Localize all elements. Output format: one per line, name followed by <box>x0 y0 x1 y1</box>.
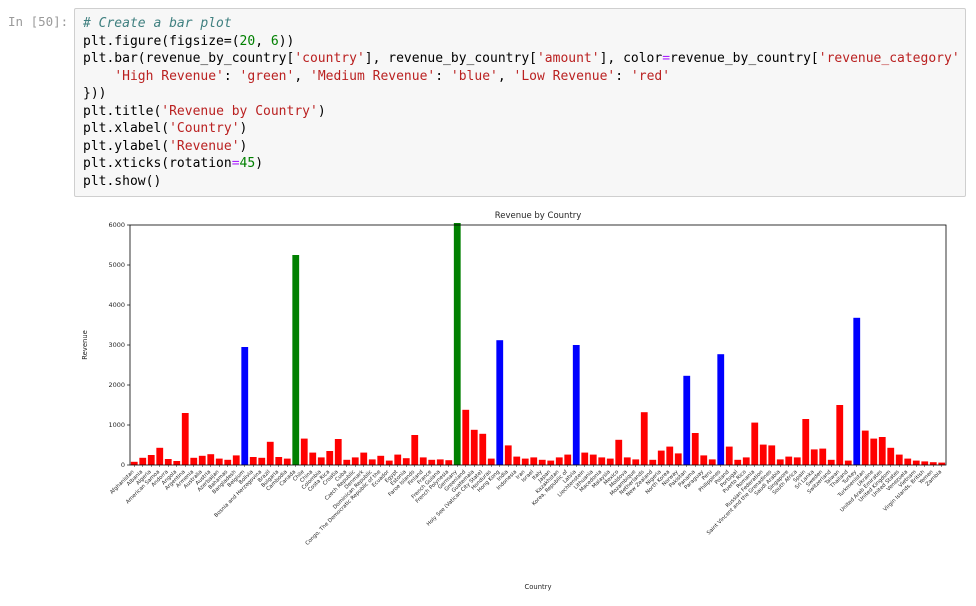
svg-text:0: 0 <box>121 461 125 469</box>
svg-text:3000: 3000 <box>108 341 125 349</box>
svg-text:Revenue: Revenue <box>81 330 89 360</box>
revenue-bar-chart: Revenue by Country 0 1000 2000 3000 4000 5000 6… <box>81 211 947 591</box>
svg-text:2000: 2000 <box>108 381 125 389</box>
cell-output: Revenue by Country 0 1000 2000 3000 4000 5000 6… <box>0 197 976 603</box>
svg-text:5000: 5000 <box>108 261 125 269</box>
code-text: # Create a bar plot plt.figure(figsize=(… <box>83 16 957 189</box>
svg-text:Iran: Iran <box>515 469 527 481</box>
svg-text:4000: 4000 <box>108 301 125 309</box>
svg-text:Revenue by Country: Revenue by Country <box>495 211 582 221</box>
output-prompt <box>8 207 74 603</box>
matplotlib-figure: Revenue by Country 0 1000 2000 3000 4000 5000 6… <box>74 207 956 603</box>
code-editor[interactable]: # Create a bar plot plt.figure(figsize=(… <box>74 8 966 197</box>
code-cell[interactable]: In [50]: # Create a bar plot plt.figure(… <box>0 0 976 197</box>
svg-text:Country: Country <box>524 583 551 591</box>
svg-text:6000: 6000 <box>108 221 125 229</box>
svg-text:1000: 1000 <box>108 421 125 429</box>
input-prompt: In [50]: <box>8 14 69 29</box>
